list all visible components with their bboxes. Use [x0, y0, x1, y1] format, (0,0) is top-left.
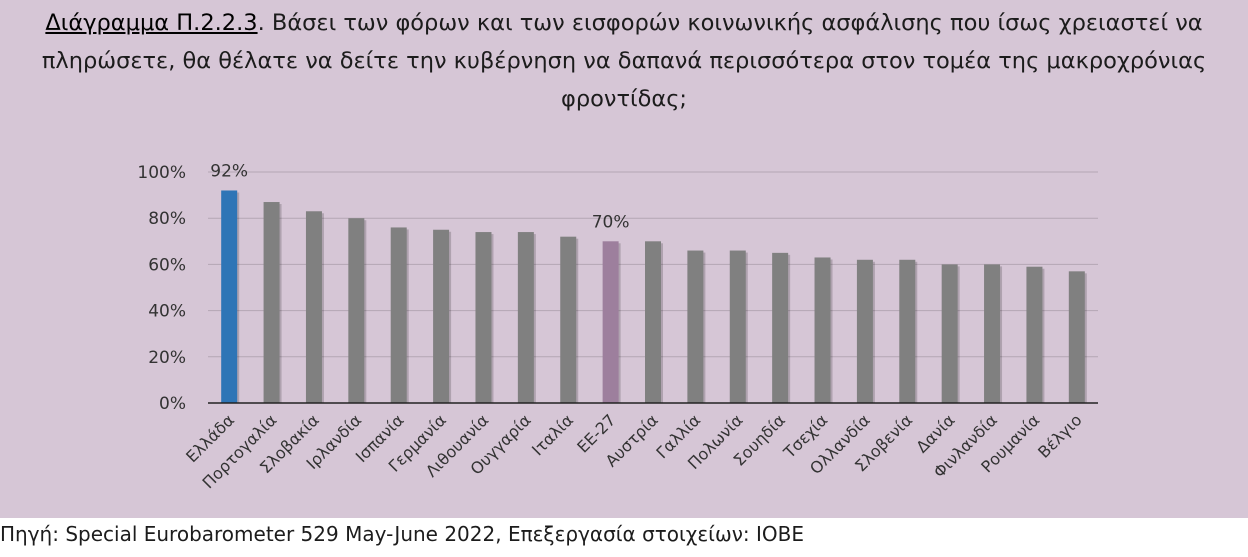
bar-15 — [856, 259, 873, 403]
bar-11 — [687, 250, 704, 403]
bar-6 — [475, 232, 492, 403]
y-tick-label: 80% — [148, 209, 186, 229]
bar-20 — [1068, 271, 1085, 403]
y-tick-label: 60% — [148, 255, 186, 275]
chart-title-text: . Βάσει των φόρων και των εισφορών κοινω… — [41, 10, 1207, 112]
y-tick-label: 100% — [137, 163, 186, 183]
bar-2 — [305, 211, 322, 403]
bar-16 — [899, 259, 916, 403]
y-tick-label: 0% — [159, 394, 186, 414]
bar-7 — [517, 232, 534, 403]
bar-14 — [814, 257, 831, 403]
y-tick-label: 40% — [148, 302, 186, 322]
source-note: Πηγή: Special Eurobarometer 529 May-June… — [0, 522, 804, 546]
x-tick-label: Ιταλία — [528, 410, 577, 459]
bar-4 — [390, 227, 407, 403]
bar-9 — [602, 241, 619, 403]
chart-title: Διάγραμμα Π.2.2.3. Βάσει των φόρων και τ… — [0, 0, 1248, 128]
bar-0 — [221, 190, 238, 403]
data-label: 92% — [210, 161, 248, 181]
bar-chart: 0%20%40%60%80%100%ΕλλάδαΠορτογαλίαΣλοβακ… — [137, 161, 1098, 492]
bar-13 — [772, 252, 789, 403]
x-tick-label: Βέλγιο — [1034, 410, 1085, 461]
bar-18 — [984, 264, 1001, 403]
bar-17 — [941, 264, 958, 403]
bar-1 — [263, 202, 280, 403]
bar-3 — [348, 218, 365, 403]
bar-10 — [645, 241, 661, 403]
chart-title-lead: Διάγραμμα Π.2.2.3 — [45, 10, 258, 36]
chart-panel: 0% 20% 40% 60% 80% 100% Ελλάδα Πορτογαλία Σλοβακ… — [0, 128, 1248, 518]
data-label: 70% — [592, 212, 630, 232]
bar-8 — [560, 236, 577, 403]
bar-12 — [729, 250, 746, 403]
bar-5 — [433, 229, 450, 403]
y-tick-label: 20% — [148, 348, 186, 368]
bar-19 — [1026, 266, 1043, 403]
